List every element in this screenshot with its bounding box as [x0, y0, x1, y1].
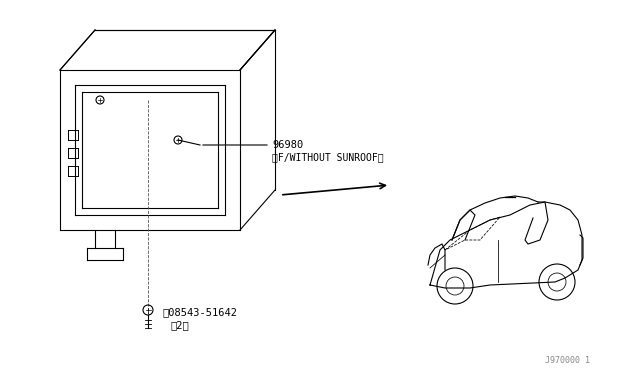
Text: 〈F/WITHOUT SUNROOF〉: 〈F/WITHOUT SUNROOF〉: [272, 152, 383, 162]
Text: Ⓝ08543-51642: Ⓝ08543-51642: [162, 307, 237, 317]
Text: 96980: 96980: [272, 140, 303, 150]
Text: （2）: （2）: [170, 320, 189, 330]
Text: J970000 1: J970000 1: [545, 356, 590, 365]
